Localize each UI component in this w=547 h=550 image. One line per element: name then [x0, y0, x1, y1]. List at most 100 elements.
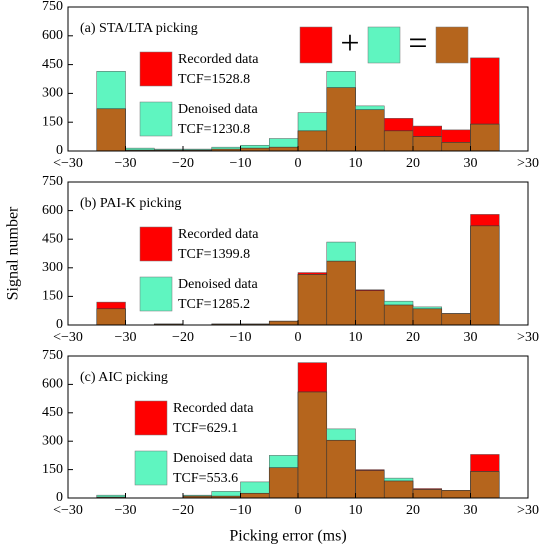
legend-note: TCF=553.6: [173, 471, 238, 486]
y-tick-label: 450: [42, 405, 63, 420]
y-tick-label: 0: [56, 317, 63, 332]
y-tick-label: 600: [42, 203, 63, 218]
x-tick-label: −20: [172, 156, 194, 171]
x-tick-label: −10: [230, 503, 252, 518]
x-tick-label: 0: [295, 156, 302, 171]
overlap-bar: [470, 123, 500, 152]
x-axis-label: Picking error (ms): [229, 528, 346, 545]
legend-swatch: [139, 276, 173, 312]
overlap-bar: [96, 308, 126, 326]
legend-note: TCF=1399.8: [178, 247, 250, 262]
y-tick-label: 750: [42, 348, 63, 363]
panel-title: (c) AIC picking: [80, 370, 168, 385]
x-tick-label: −20: [172, 330, 194, 345]
x-tick-label: −30: [115, 503, 137, 518]
x-tick-label: >30: [517, 503, 539, 518]
overlap-bar: [326, 87, 356, 152]
x-tick-label: −30: [115, 156, 137, 171]
x-tick-label: 30: [464, 503, 478, 518]
legend-label: Denoised data: [178, 102, 258, 117]
y-axis-label: Signal number: [5, 206, 22, 300]
x-tick-label: >30: [517, 156, 539, 171]
legend-label: Recorded data: [178, 227, 259, 242]
x-tick-label: 10: [349, 156, 363, 171]
y-tick-label: 0: [56, 143, 63, 158]
panel-title: (b) PAI-K picking: [80, 196, 181, 211]
overlap-bar: [383, 480, 414, 499]
legend-note: TCF=1528.8: [178, 72, 250, 87]
overlap-bar: [441, 313, 471, 326]
y-tick-label: 150: [42, 289, 63, 304]
x-tick-label: 10: [349, 503, 363, 518]
x-tick-label: <−30: [53, 330, 83, 345]
x-tick-label: 0: [295, 503, 302, 518]
legend-label: Denoised data: [173, 451, 253, 466]
overlap-bar: [268, 467, 299, 499]
legend-note: TCF=629.1: [173, 421, 238, 436]
overlap-bar: [326, 439, 356, 499]
y-tick-label: 300: [42, 260, 63, 275]
overlap-bar: [326, 260, 356, 326]
equation-swatch: [299, 26, 333, 64]
overlap-bar: [240, 492, 270, 499]
overlap-bar: [355, 109, 385, 152]
x-tick-label: 0: [295, 330, 302, 345]
panel-title: (a) STA/LTA picking: [80, 21, 198, 36]
y-tick-label: 450: [42, 57, 63, 72]
overlap-bar: [355, 290, 385, 326]
equation-swatch: [367, 26, 401, 64]
equation-swatch: [435, 26, 469, 64]
x-tick-label: 20: [406, 156, 420, 171]
equation-symbol: +: [340, 25, 359, 62]
x-tick-label: 30: [464, 330, 478, 345]
legend-note: TCF=1230.8: [178, 122, 250, 137]
x-tick-label: −10: [230, 156, 252, 171]
legend-swatch: [139, 51, 173, 87]
overlap-bar: [470, 471, 500, 499]
overlap-bar: [297, 130, 328, 152]
x-tick-label: 10: [349, 330, 363, 345]
y-tick-label: 750: [42, 174, 63, 189]
overlap-bar: [297, 391, 328, 499]
overlap-bar: [96, 108, 126, 152]
y-tick-label: 300: [42, 86, 63, 101]
overlap-bar: [412, 136, 443, 152]
x-tick-label: <−30: [53, 503, 83, 518]
y-tick-label: 450: [42, 231, 63, 246]
y-tick-label: 600: [42, 377, 63, 392]
equation-symbol: =: [408, 25, 427, 62]
legend-label: Recorded data: [178, 52, 259, 67]
overlap-bar: [441, 490, 471, 499]
y-tick-label: 150: [42, 462, 63, 477]
overlap-bar: [355, 470, 385, 499]
y-tick-label: 600: [42, 28, 63, 43]
x-tick-label: −30: [115, 330, 137, 345]
legend-swatch: [139, 101, 173, 137]
legend-label: Denoised data: [178, 277, 258, 292]
legend-note: TCF=1285.2: [178, 297, 250, 312]
overlap-bar: [297, 274, 328, 326]
x-tick-label: >30: [517, 330, 539, 345]
overlap-bar: [470, 225, 500, 326]
overlap-bar: [268, 320, 299, 326]
legend-swatch: [134, 400, 168, 436]
legend-label: Recorded data: [173, 401, 254, 416]
x-tick-label: 20: [406, 503, 420, 518]
overlap-bar: [412, 308, 443, 326]
x-tick-label: 20: [406, 330, 420, 345]
y-tick-label: 0: [56, 490, 63, 505]
x-tick-label: 30: [464, 156, 478, 171]
overlap-bar: [412, 489, 443, 499]
overlap-bar: [383, 304, 414, 326]
y-tick-label: 150: [42, 114, 63, 129]
y-tick-label: 300: [42, 433, 63, 448]
y-tick-label: 750: [42, 0, 63, 14]
legend-swatch: [139, 226, 173, 262]
overlap-bar: [383, 130, 414, 152]
x-tick-label: −20: [172, 503, 194, 518]
legend-swatch: [134, 450, 168, 486]
x-tick-label: −10: [230, 330, 252, 345]
overlap-bar: [268, 146, 299, 152]
x-tick-label: <−30: [53, 156, 83, 171]
